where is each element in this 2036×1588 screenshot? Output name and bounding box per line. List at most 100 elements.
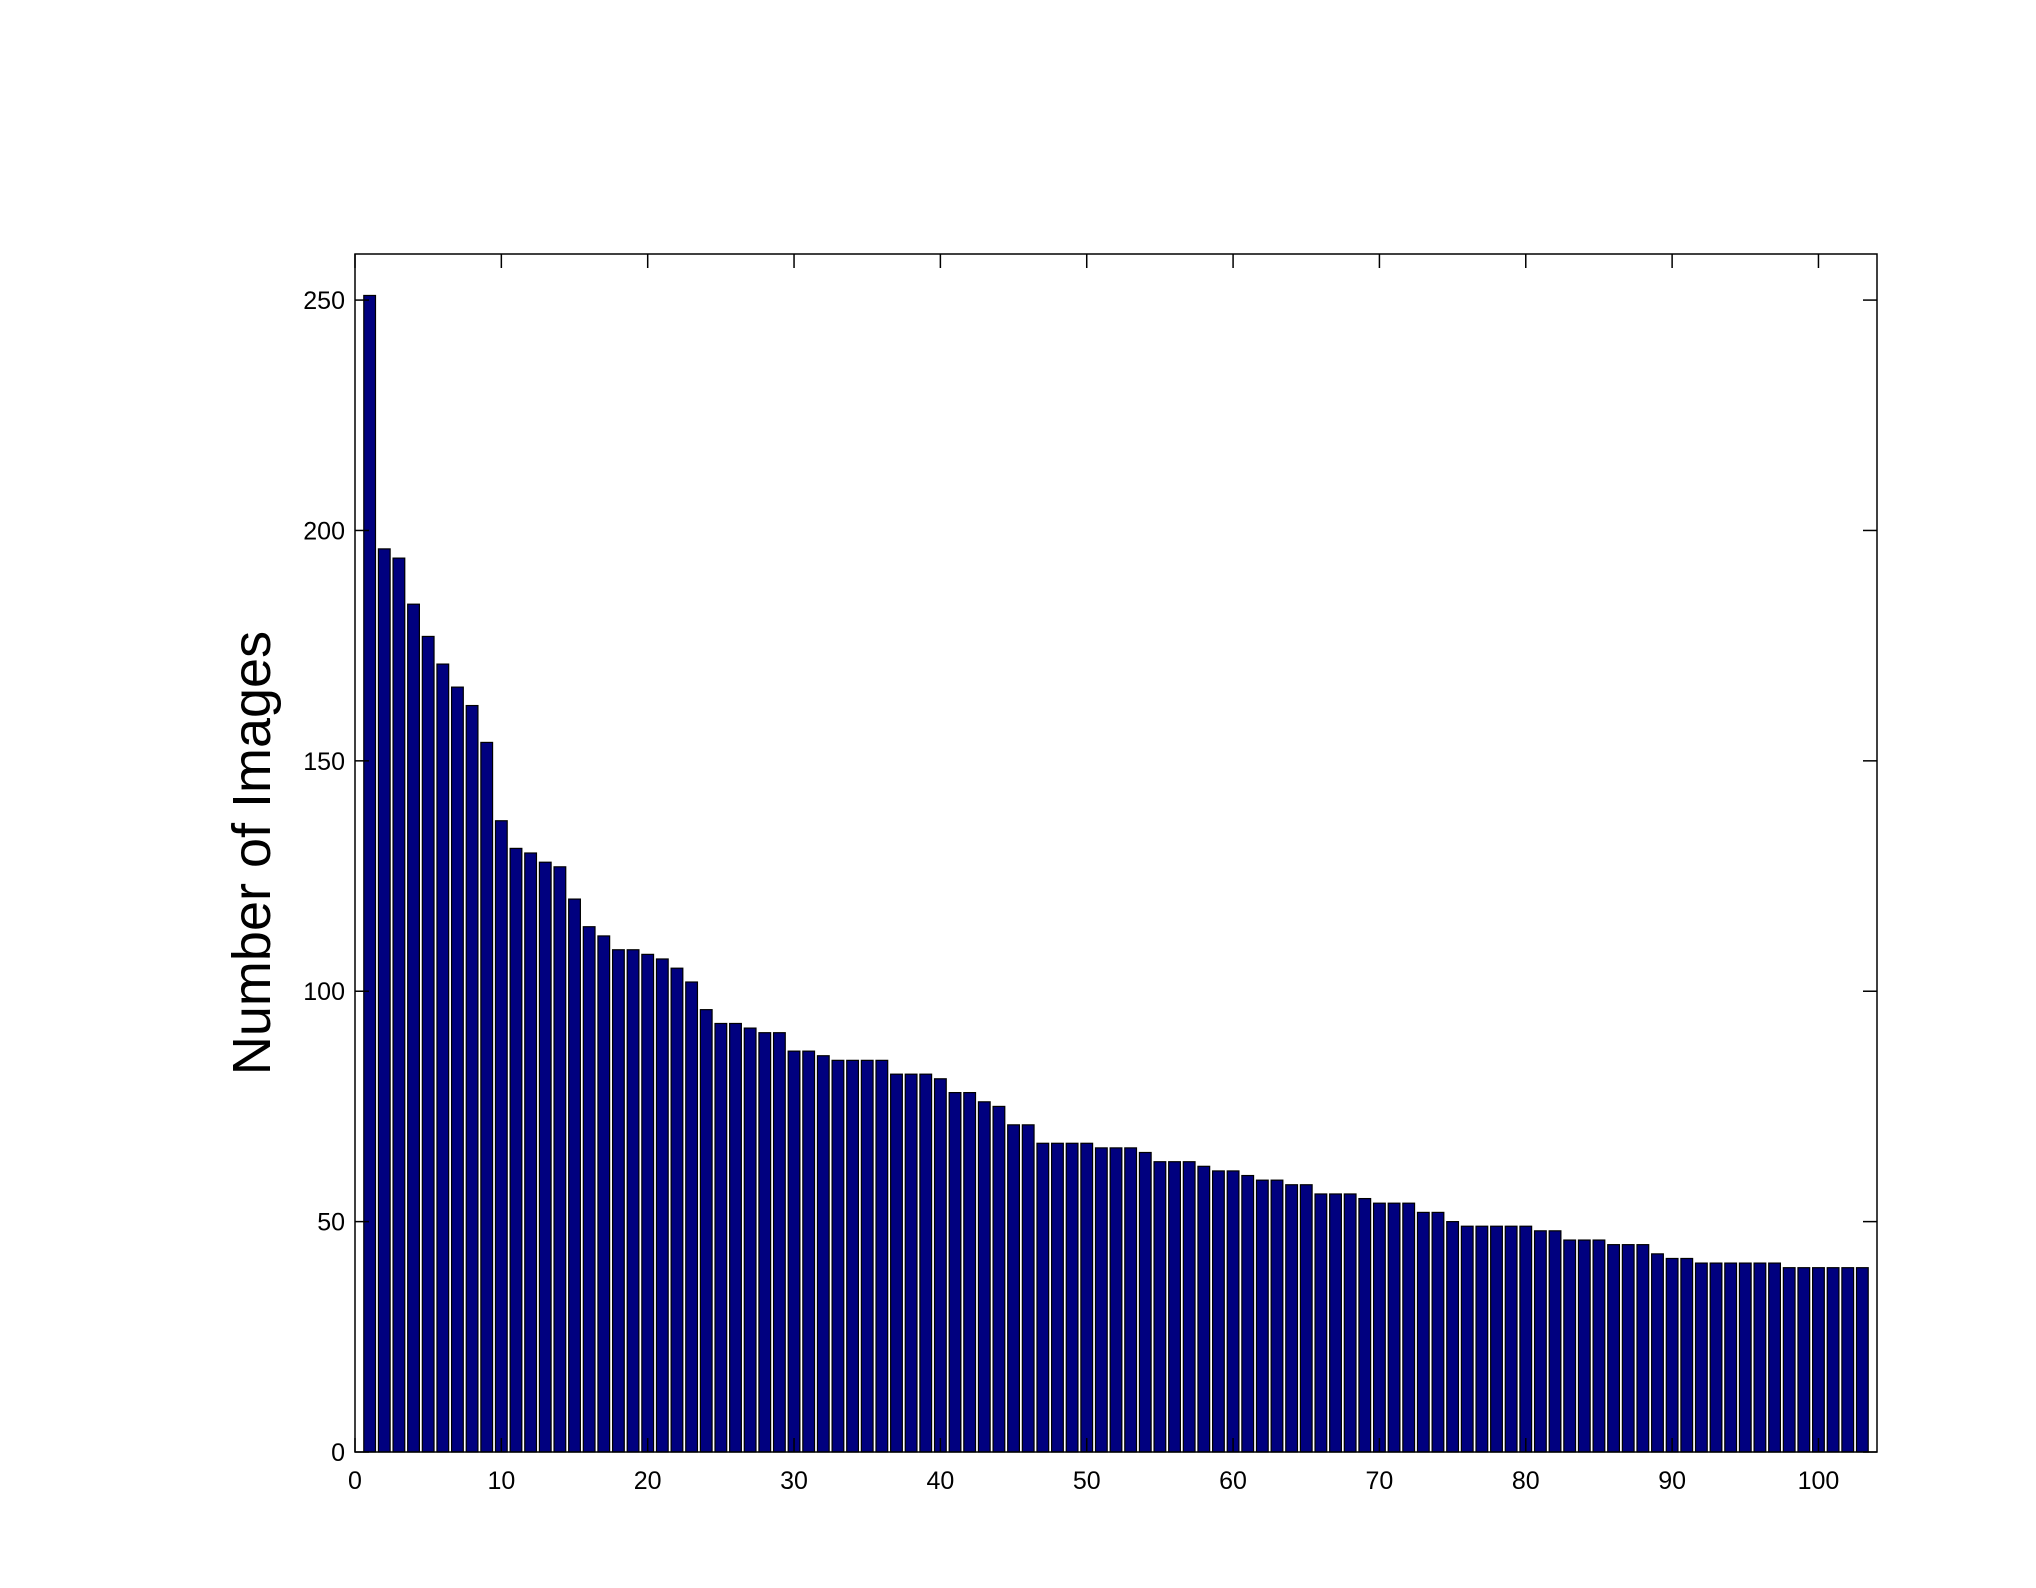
bar-99 [1797, 1267, 1811, 1453]
bar-38 [904, 1073, 918, 1453]
bar-85 [1592, 1239, 1606, 1453]
bar-57 [1182, 1161, 1196, 1453]
bar-101 [1826, 1267, 1840, 1453]
bar-71 [1387, 1202, 1401, 1453]
bar-33 [831, 1059, 845, 1453]
y-axis-label: Number of Images [222, 631, 282, 1075]
bar-74 [1431, 1211, 1445, 1453]
bar-93 [1709, 1262, 1723, 1453]
x-tick-label-0: 0 [348, 1467, 362, 1495]
bar-36 [875, 1059, 889, 1453]
bar-30 [787, 1050, 801, 1453]
bar-56 [1168, 1161, 1181, 1453]
x-tick-label-20: 20 [634, 1467, 662, 1495]
bar-8 [465, 704, 479, 1453]
bar-34 [846, 1059, 860, 1453]
bar-78 [1490, 1225, 1503, 1453]
y-tick-label-100: 100 [303, 978, 345, 1006]
bar-3 [392, 557, 406, 1453]
x-tick-label-70: 70 [1366, 1467, 1394, 1495]
bar-61 [1241, 1174, 1255, 1453]
bar-54 [1138, 1151, 1152, 1453]
x-tick-label-50: 50 [1073, 1467, 1101, 1495]
bar-29 [772, 1032, 786, 1453]
bar-20 [641, 953, 655, 1453]
bar-39 [919, 1073, 933, 1453]
x-tick-label-60: 60 [1219, 1467, 1247, 1495]
bar-2 [377, 548, 391, 1453]
bar-15 [568, 898, 581, 1453]
bar-26 [729, 1022, 742, 1453]
bar-88 [1636, 1244, 1650, 1453]
bar-43 [977, 1101, 991, 1453]
x-tick-label-40: 40 [926, 1467, 954, 1495]
bar-97 [1768, 1262, 1782, 1453]
bar-6 [436, 663, 450, 1453]
y-tick-label-50: 50 [317, 1209, 345, 1237]
bar-55 [1153, 1161, 1167, 1453]
y-tick-label-250: 250 [303, 287, 345, 315]
bar-75 [1446, 1221, 1460, 1453]
bar-21 [655, 958, 669, 1453]
bar-96 [1753, 1262, 1767, 1453]
bar-81 [1533, 1230, 1547, 1453]
bar-84 [1577, 1239, 1591, 1453]
bar-9 [480, 741, 494, 1453]
bar-103 [1855, 1267, 1869, 1453]
bar-16 [582, 926, 596, 1453]
bar-31 [802, 1050, 816, 1453]
bar-82 [1548, 1230, 1562, 1453]
bar-50 [1080, 1142, 1094, 1453]
bar-80 [1519, 1225, 1533, 1453]
bar-18 [611, 949, 625, 1453]
bar-27 [743, 1027, 757, 1453]
bar-77 [1475, 1225, 1489, 1453]
bar-41 [948, 1091, 962, 1453]
bar-37 [890, 1073, 903, 1453]
y-tick-label-200: 200 [303, 517, 345, 545]
bar-66 [1314, 1193, 1328, 1453]
bar-17 [597, 935, 611, 1453]
bar-59 [1211, 1170, 1225, 1453]
bar-90 [1665, 1257, 1679, 1453]
bar-65 [1299, 1184, 1313, 1453]
bar-12 [524, 852, 538, 1453]
bar-76 [1460, 1225, 1474, 1453]
x-tick-label-80: 80 [1512, 1467, 1540, 1495]
x-tick-label-10: 10 [487, 1467, 515, 1495]
ticks-group [354, 254, 1877, 1453]
bar-64 [1285, 1184, 1299, 1453]
bars-group [363, 294, 1869, 1453]
bar-100 [1812, 1267, 1825, 1453]
bar-19 [626, 949, 640, 1453]
bar-52 [1109, 1147, 1123, 1453]
bar-4 [407, 603, 420, 1453]
bar-94 [1724, 1262, 1738, 1453]
y-tick-label-150: 150 [303, 748, 345, 776]
bar-35 [860, 1059, 874, 1453]
bar-91 [1680, 1257, 1694, 1453]
bar-87 [1621, 1244, 1635, 1453]
bar-1 [363, 294, 377, 1453]
bar-68 [1343, 1193, 1357, 1453]
bar-58 [1197, 1165, 1211, 1453]
bar-40 [933, 1078, 947, 1453]
y-tick-labels: 0 50 100 150 200 250 [303, 287, 345, 1467]
bar-53 [1124, 1147, 1138, 1453]
x-tick-labels: 0 10 20 30 40 50 60 70 80 90 100 [348, 1467, 1839, 1495]
bar-28 [758, 1032, 772, 1453]
bar-13 [538, 861, 552, 1453]
x-tick-label-30: 30 [780, 1467, 808, 1495]
bar-63 [1270, 1179, 1284, 1453]
bar-70 [1372, 1202, 1386, 1453]
x-tick-label-100: 100 [1798, 1467, 1840, 1495]
bar-5 [421, 635, 435, 1453]
bar-24 [699, 1009, 713, 1453]
bar-98 [1782, 1267, 1796, 1453]
x-tick-label-90: 90 [1658, 1467, 1686, 1495]
bar-11 [509, 847, 523, 1453]
bar-83 [1563, 1239, 1577, 1453]
bar-14 [553, 866, 567, 1453]
bar-25 [714, 1022, 728, 1453]
